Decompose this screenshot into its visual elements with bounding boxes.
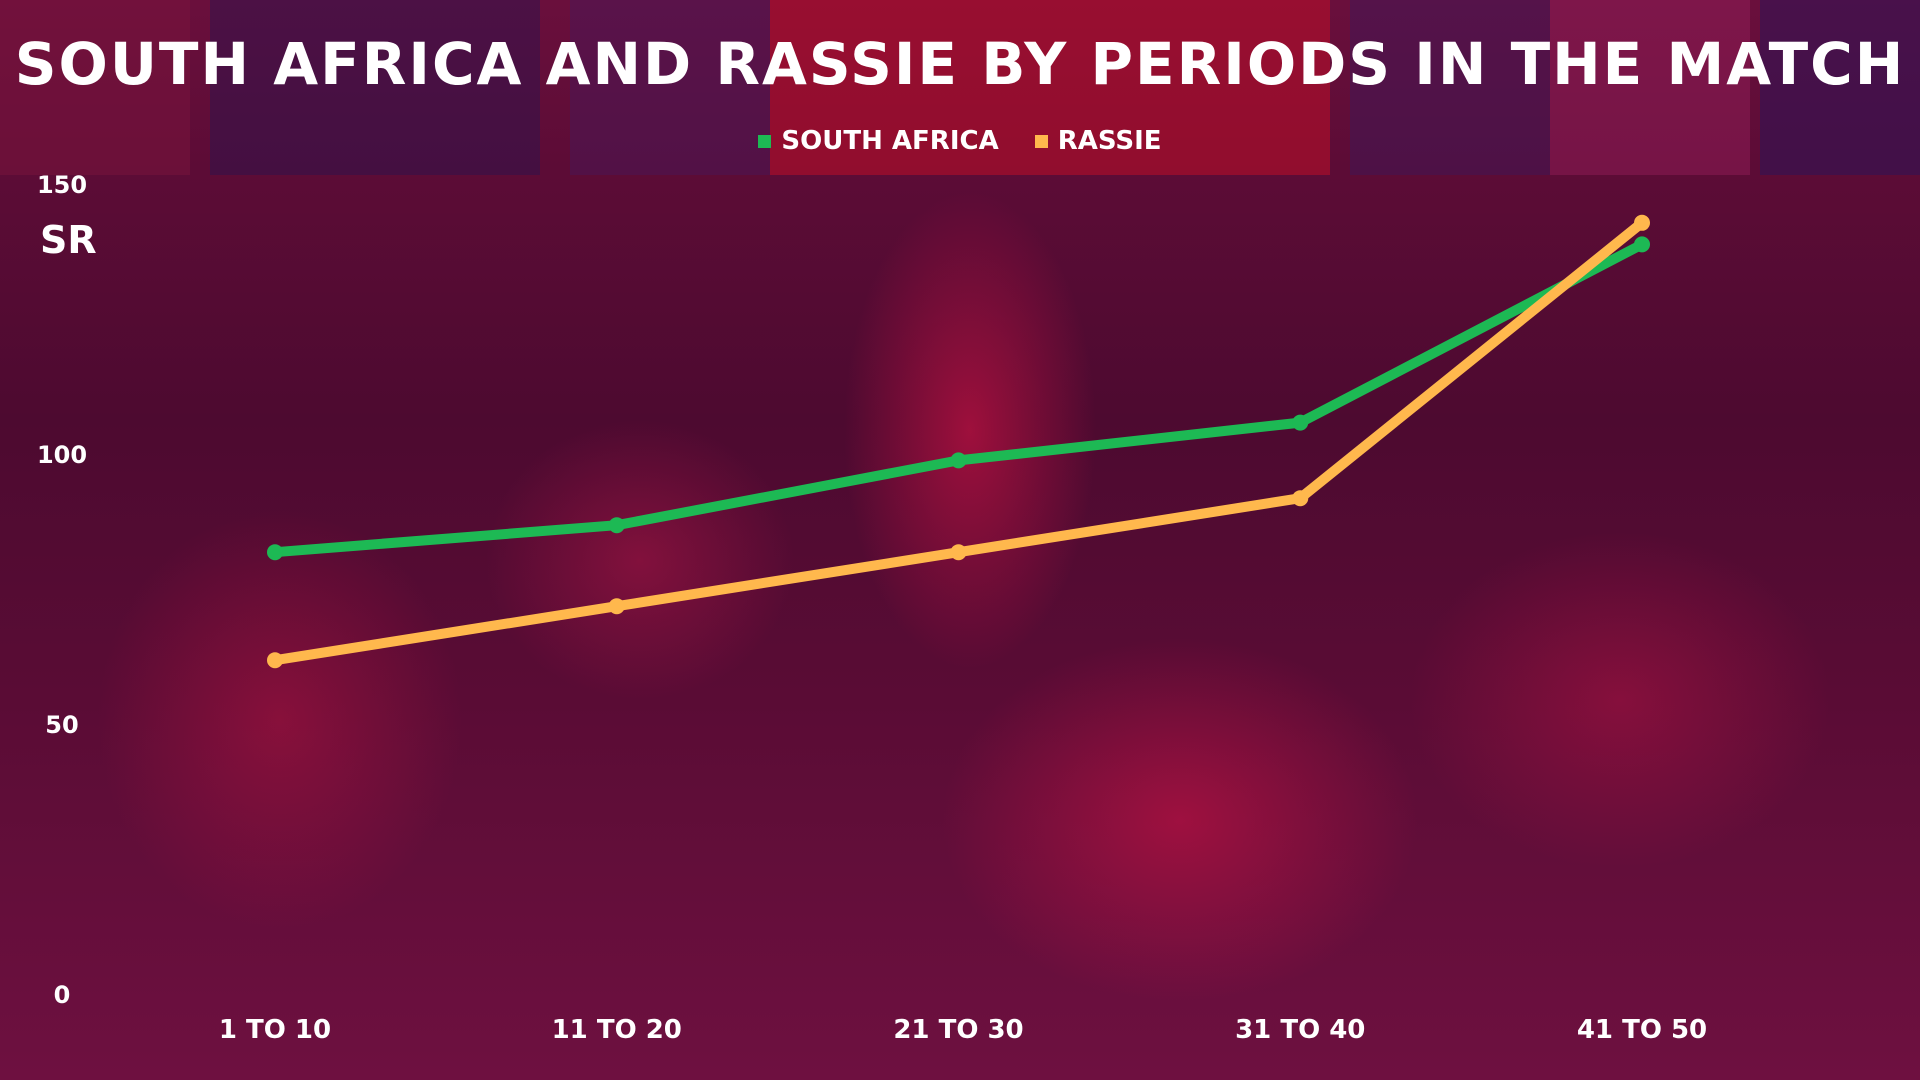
legend-item-rassie: RASSIE xyxy=(1034,126,1162,156)
y-tick-label-100: 100 xyxy=(37,441,87,469)
y-axis-label: SR xyxy=(40,218,97,262)
series-line-rassie xyxy=(270,217,1647,666)
y-tick-label-50: 50 xyxy=(45,711,78,739)
data-point-rassie-1 xyxy=(267,652,283,669)
data-point-south-africa-4 xyxy=(1292,414,1309,431)
data-point-south-africa-3 xyxy=(950,452,967,469)
x-tick-label-1: 1 TO 10 xyxy=(219,1015,331,1045)
data-point-rassie-5 xyxy=(1634,214,1650,231)
x-tick-label-2: 11 TO 20 xyxy=(552,1015,682,1045)
data-point-south-africa-5 xyxy=(1634,236,1650,253)
legend-label-south-africa: SOUTH AFRICA xyxy=(781,126,999,156)
x-tick-label-5: 41 TO 50 xyxy=(1577,1015,1707,1045)
data-point-south-africa-1 xyxy=(267,544,283,561)
x-tick-label-3: 21 TO 30 xyxy=(893,1015,1023,1045)
x-tick-label-4: 31 TO 40 xyxy=(1235,1015,1365,1045)
legend-swatch-rassie xyxy=(1034,134,1048,148)
legend-label-rassie: RASSIE xyxy=(1057,126,1162,156)
data-point-rassie-3 xyxy=(950,544,967,561)
series-line-south-africa xyxy=(270,239,1647,558)
data-point-rassie-2 xyxy=(608,598,625,615)
chart-title: SOUTH AFRICA AND RASSIE BY PERIODS IN TH… xyxy=(14,30,1906,98)
chart-legend: SOUTH AFRICA RASSIE xyxy=(0,126,1920,156)
legend-swatch-south-africa xyxy=(758,134,772,148)
legend-item-south-africa: SOUTH AFRICA xyxy=(758,126,999,156)
data-point-south-africa-2 xyxy=(608,517,625,534)
data-point-rassie-4 xyxy=(1292,490,1309,507)
y-tick-label-150: 150 xyxy=(37,171,87,199)
y-tick-label-0: 0 xyxy=(54,981,71,1009)
